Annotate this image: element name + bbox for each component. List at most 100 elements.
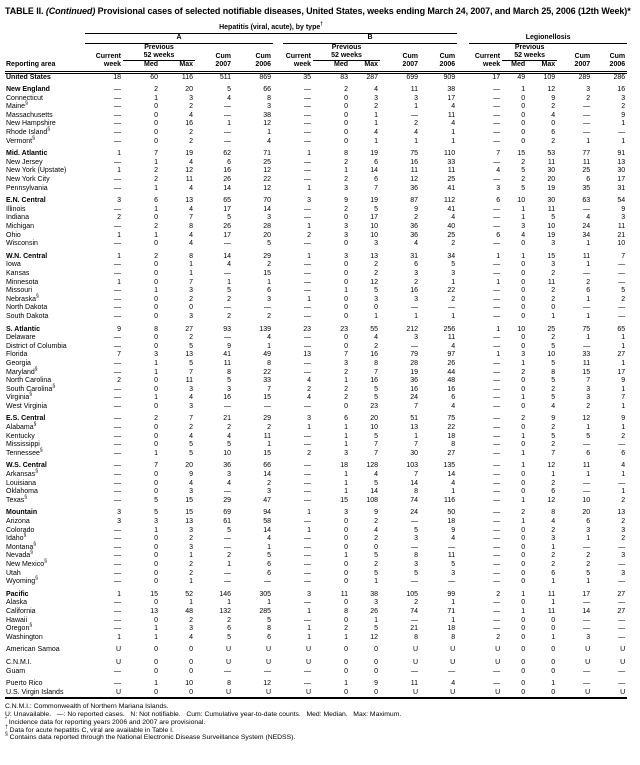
value-cell: 20 — [547, 176, 556, 184]
value-cell: 8 — [451, 441, 456, 449]
value-cell: 8 — [267, 359, 271, 367]
value-cell: 34 — [447, 252, 456, 260]
value-cell: 83 — [340, 73, 348, 81]
value-cell: 30 — [547, 197, 556, 205]
column-spacer — [457, 95, 469, 104]
value-cell: 22 — [263, 368, 271, 376]
reporting-area-cell: Pennsylvania — [5, 185, 85, 194]
value-cell: 0 — [189, 646, 193, 654]
value-cell: — — [114, 120, 121, 128]
value-cell: 4 — [267, 535, 271, 543]
value-cell: 36 — [410, 223, 418, 230]
value-cell: 20 — [185, 462, 193, 470]
value-cell: 4 — [227, 479, 231, 487]
table-row: South Carolina§ — 0 3 3 7 2 2 5 16 16 — 0 2 3 1 — [5, 384, 627, 395]
column-spacer — [457, 214, 469, 223]
value-cell: 1 — [189, 552, 193, 560]
value-cell: 33 — [447, 158, 456, 166]
value-cell: 3 — [267, 488, 271, 496]
value-cell: 2 — [267, 479, 271, 487]
table-row: Oregon§ — 1 3 6 8 1 2 5 21 18 — 0 0 — — — [5, 623, 627, 634]
value-cell: 4 — [551, 402, 556, 410]
value-cell: 116 — [181, 73, 193, 81]
table-row: Maine§ — 0 2 — 3 — 0 2 1 4 — 0 2 — 2 — [5, 101, 627, 112]
reporting-area-name: Michigan — [6, 223, 35, 230]
value-cell: 0 — [344, 599, 348, 607]
column-spacer — [273, 167, 283, 176]
value-cell: 2 — [521, 415, 526, 423]
reporting-area-name: Missouri — [6, 287, 33, 295]
value-cell: 8 — [189, 252, 193, 260]
value-cell: 2 — [586, 278, 591, 286]
value-cell: 11 — [582, 158, 591, 166]
table-row: Colorado — 1 3 5 14 1 0 4 5 9 — 0 2 3 3 — [5, 527, 627, 536]
value-cell: 11 — [185, 176, 193, 184]
value-cell: 1 — [374, 578, 378, 586]
value-cell: 1 — [374, 312, 378, 320]
value-cell: 1 — [154, 633, 158, 641]
value-cell: 35 — [582, 184, 591, 192]
value-cell: 6 — [227, 625, 231, 633]
column-spacer — [457, 617, 469, 626]
value-cell: 1 — [344, 488, 348, 496]
value-cell: 8 — [189, 223, 193, 230]
table-row: Idaho§ — 0 2 — 4 — 0 2 3 4 — 0 3 1 2 — [5, 532, 627, 544]
value-cell: 75 — [447, 415, 456, 423]
value-cell: 47 — [263, 496, 271, 504]
value-cell: 23 — [370, 402, 378, 410]
column-spacer — [273, 578, 283, 587]
footnote-marker: † — [5, 724, 8, 731]
table-row: Arizona 3 3 13 61 58 — 0 2 — 18 — 1 4 6 2 — [5, 518, 627, 527]
value-cell: 22 — [447, 424, 456, 432]
value-cell: 1 — [374, 120, 378, 128]
value-cell: 2 — [154, 223, 158, 230]
value-cell: 2 — [117, 377, 121, 385]
value-cell: 1 — [189, 261, 193, 269]
value-cell: U — [265, 658, 271, 666]
value-cell: — — [493, 368, 501, 376]
value-cell: — — [114, 111, 121, 119]
column-spacer — [273, 450, 283, 459]
value-cell: — — [114, 94, 121, 102]
section-marker: § — [23, 532, 27, 539]
value-cell: — — [618, 278, 626, 286]
column-spacer — [457, 599, 469, 608]
value-cell: U — [115, 646, 121, 654]
reporting-area-cell: E.N. Central — [5, 197, 85, 206]
table-row: E.N. Central 3 6 13 65 70 3 9 19 87 112 6 10 30 63 54 — [5, 197, 627, 206]
value-cell: — — [224, 402, 231, 410]
value-cell: — — [583, 479, 591, 487]
value-cell: — — [264, 304, 271, 312]
value-cell: 1 — [621, 488, 626, 496]
value-cell: 16 — [185, 120, 193, 128]
column-spacer — [457, 279, 469, 288]
value-cell: 16 — [410, 385, 418, 393]
value-cell: — — [114, 496, 121, 504]
value-cell: 1 — [496, 351, 501, 359]
value-cell: 1 — [374, 137, 378, 145]
value-cell: — — [114, 599, 121, 607]
value-cell: 4 — [451, 535, 456, 543]
value-cell: — — [493, 680, 501, 688]
reporting-area-cell: Arkansas§ — [5, 469, 85, 480]
value-cell: — — [493, 359, 501, 367]
table-row: W.S. Central — 7 20 36 66 — 18 128 103 135 — 1 12 11 4 — [5, 462, 627, 471]
table-row: U.S. Virgin Islands U 0 0 U U U 0 0 U U U 0 0 U U — [5, 689, 627, 699]
value-cell: 1 — [586, 535, 591, 543]
value-cell: 20 — [263, 231, 271, 239]
value-cell: 4 — [451, 214, 456, 222]
table-row: North Carolina 2 0 11 5 33 4 1 16 36 48 — 0 5 7 9 — [5, 377, 627, 386]
value-cell: 1 — [621, 385, 626, 393]
value-cell: — — [583, 616, 591, 624]
value-cell: 1 — [451, 278, 456, 286]
value-cell: 20 — [582, 509, 591, 517]
column-spacer — [273, 185, 283, 194]
table-row: C.N.M.I. U 0 0 U U U 0 0 U U U 0 0 U U — [5, 659, 627, 668]
value-cell: — — [304, 535, 311, 543]
value-cell: — — [493, 334, 501, 342]
value-cell: 9 — [344, 197, 348, 205]
value-cell: 1 — [621, 359, 626, 367]
value-cell: 17 — [370, 214, 378, 222]
table-row: Connecticut — 1 3 4 8 — 0 3 3 17 — 0 9 2 3 — [5, 95, 627, 104]
value-cell: 2 — [551, 526, 556, 534]
